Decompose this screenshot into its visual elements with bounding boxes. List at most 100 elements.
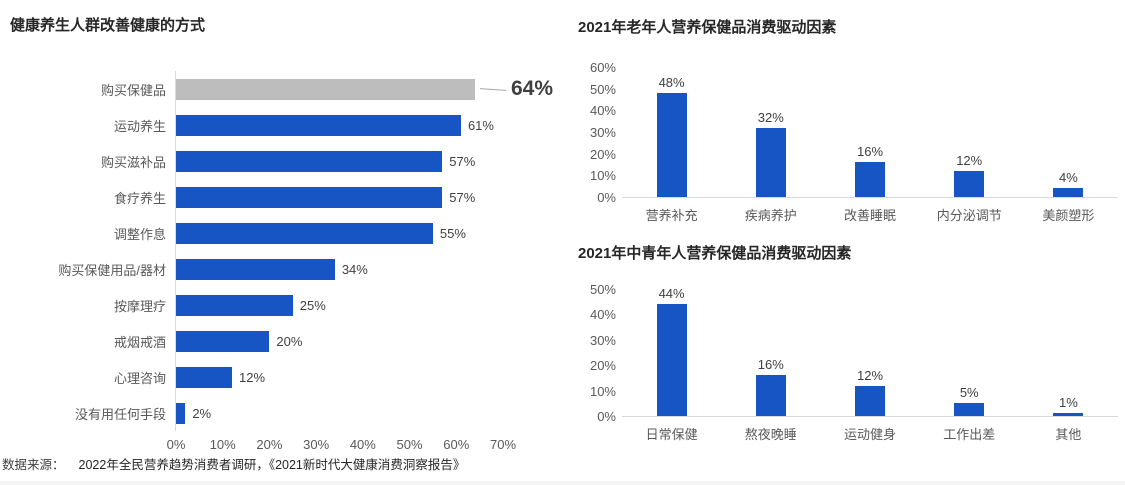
value-label: 16%	[757, 357, 784, 373]
axis-tick-label: 20%	[589, 358, 616, 374]
value-label: 55%	[439, 225, 466, 241]
bar-track: 34%	[175, 251, 558, 287]
bar	[1053, 188, 1084, 197]
axis-tick-label: 30%	[303, 437, 330, 452]
axis-tick-label: 10%	[209, 437, 236, 452]
category-label: 没有用任何手段	[74, 406, 166, 422]
category-label: 其他	[1055, 427, 1082, 442]
axis-tick-label: 40%	[589, 307, 616, 323]
callout-line	[479, 87, 506, 91]
bar-row: 食疗养生 57%	[10, 179, 558, 215]
bar-row: 没有用任何手段 2%	[10, 395, 558, 431]
bar	[855, 162, 885, 197]
bar-column: 4%	[1019, 68, 1118, 197]
bar	[855, 385, 885, 416]
bar-track: 2%	[175, 395, 558, 431]
x-axis: 营养补充 疾病养护 改善睡眠 内分泌调节 美颜塑形	[622, 205, 1118, 224]
bar-track: 61%	[175, 107, 558, 143]
category-label: 购买保健品	[100, 82, 166, 98]
value-label: 16%	[856, 144, 884, 160]
bar	[176, 150, 443, 172]
axis-tick-label: 0%	[597, 190, 616, 205]
bar-plot-area: 44% 16% 12% 5% 1%	[622, 286, 1118, 417]
data-source-label: 数据来源：	[2, 458, 65, 472]
value-label: 20%	[276, 333, 303, 349]
value-label: 12%	[856, 367, 884, 383]
category-label: 营养补充	[645, 208, 698, 223]
bar	[176, 402, 186, 424]
bar-column: 16%	[820, 68, 919, 197]
value-label: 2%	[192, 405, 212, 421]
axis-tick-label: 50%	[589, 282, 616, 297]
axis-tick-label: 30%	[589, 125, 616, 140]
plot-column: 44% 16% 12% 5% 1% 日常保健 熬夜晚睡 运动健身 工作出差 其他	[622, 286, 1118, 443]
y-axis: 60% 50% 40% 30% 20% 10% 0%	[578, 60, 622, 205]
bar	[176, 114, 461, 136]
bar-column: 12%	[820, 290, 919, 416]
x-axis: 日常保健 熬夜晚睡 运动健身 工作出差 其他	[622, 424, 1118, 443]
axis-tick-label: 60%	[443, 437, 470, 452]
category-label: 工作出差	[943, 427, 996, 442]
axis-tick-label: 20%	[256, 437, 283, 452]
bar	[176, 294, 293, 316]
value-label: 57%	[449, 189, 476, 205]
bar-plot-area: 购买保健品 64% 运动养生 61% 购买滋补品 57% 食疗养生 57% 调整作息 55% 购买保…	[10, 71, 558, 431]
bar-column: 16%	[721, 290, 820, 416]
y-axis: 50% 40% 30% 20% 10% 0%	[578, 282, 622, 424]
bar-plot-area: 48% 32% 16% 12% 4%	[622, 68, 1118, 198]
bar-track: 64%	[175, 71, 558, 107]
bar-column: 44%	[622, 286, 721, 416]
bar-column: 32%	[721, 68, 820, 197]
bar-row: 运动养生 61%	[10, 107, 558, 143]
x-axis: 0% 10% 20% 30% 40% 50% 60% 70%	[167, 437, 558, 453]
category-label: 美颜塑形	[1042, 208, 1095, 223]
bar-track: 25%	[175, 287, 558, 323]
bar-row: 购买滋补品 57%	[10, 143, 558, 179]
plot-wrap: 50% 40% 30% 20% 10% 0% 44% 16% 12% 5% 1% 日常保健 熬夜晚睡…	[578, 282, 1118, 443]
bar-row: 按摩理疗 25%	[10, 287, 558, 323]
category-label: 内分泌调节	[936, 208, 1002, 223]
value-label: 34%	[341, 261, 368, 277]
bar	[176, 186, 443, 208]
value-label: 5%	[959, 385, 979, 401]
category-label: 运动健身	[844, 427, 897, 442]
axis-tick-label: 60%	[589, 60, 616, 75]
bar	[755, 375, 786, 416]
bar	[1053, 413, 1084, 416]
bar-column: 1%	[1019, 290, 1118, 416]
axis-tick-label: 30%	[589, 332, 616, 348]
bar	[176, 330, 270, 352]
axis-tick-label: 10%	[589, 168, 616, 184]
axis-tick-label: 20%	[589, 146, 616, 162]
vbar-chart-elderly-drivers: 2021年老年人营养保健品消费驱动因素 60% 50% 40% 30% 20% 10% 0%…	[578, 16, 1118, 224]
category-label: 熬夜晚睡	[744, 427, 797, 442]
data-source-text: 2022年全民营养趋势消费者调研，《2021新时代大健康消费洞察报告》	[78, 458, 466, 472]
value-label: 48%	[658, 75, 685, 90]
bar	[954, 171, 985, 197]
axis-tick-label: 10%	[589, 383, 616, 399]
category-label: 按摩理疗	[113, 298, 166, 314]
bar-column: 5%	[920, 290, 1019, 416]
value-label: 57%	[449, 153, 476, 169]
bar-row: 心理咨询 12%	[10, 359, 558, 395]
value-label: 1%	[1059, 395, 1078, 411]
chart-title: 2021年中青年人营养保健品消费驱动因素	[578, 245, 852, 262]
chart-title: 2021年老年人营养保健品消费驱动因素	[578, 19, 837, 36]
category-label: 购买保健用品/器材	[58, 262, 166, 278]
bar-track: 12%	[175, 359, 558, 395]
axis-tick-label: 0%	[166, 437, 186, 452]
bar-row: 购买保健用品/器材 34%	[10, 251, 558, 287]
value-label: 61%	[467, 117, 494, 133]
bar-track: 20%	[175, 323, 558, 359]
bar-row: 调整作息 55%	[10, 215, 558, 251]
bar-column: 48%	[622, 68, 721, 197]
bar	[755, 127, 786, 197]
chart-title: 健康养生人群改善健康的方式	[10, 17, 206, 34]
bar	[176, 366, 233, 388]
bar	[176, 222, 433, 244]
plot-wrap: 60% 50% 40% 30% 20% 10% 0% 48% 32% 16% 12% 4% 营养补充…	[578, 60, 1118, 224]
hbar-chart-health-improvement-methods: 健康养生人群改善健康的方式 购买保健品 64% 运动养生 61% 购买滋补品 57% 食疗养…	[10, 14, 558, 453]
category-label: 调整作息	[113, 226, 166, 242]
value-label: 25%	[299, 297, 326, 313]
bar-row: 戒烟戒酒 20%	[10, 323, 558, 359]
